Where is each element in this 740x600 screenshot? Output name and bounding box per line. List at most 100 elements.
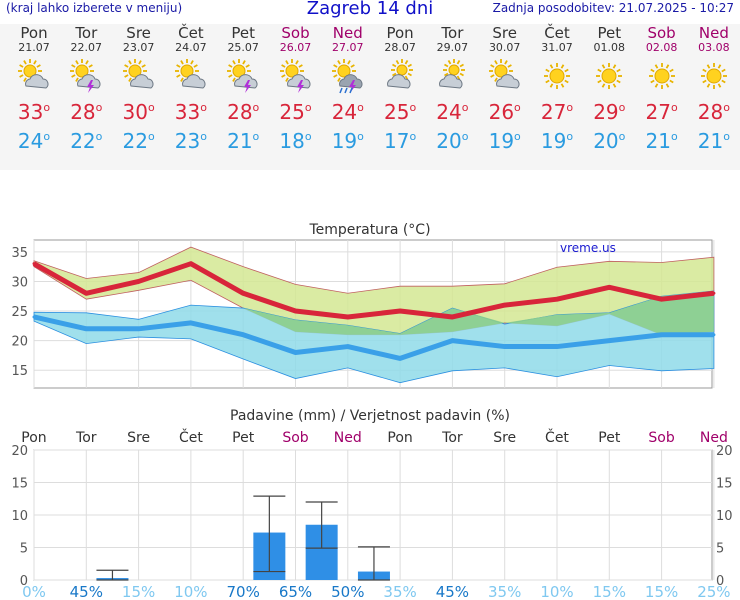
precipitation-y-tick-left: 20 [11,444,28,459]
max-temp-value: 24 [331,100,358,124]
max-temperature-point [189,262,193,266]
precipitation-x-tick: Čet [179,428,203,446]
min-temp-value: 21 [645,129,671,153]
temperature-y-tick: 20 [11,335,28,350]
min-temperature-point [450,339,454,343]
max-temperature-point [607,285,611,289]
max-temp: 25o [279,100,312,124]
max-temp: 33o [174,100,207,124]
last-update: Zadnja posodobitev: 21.07.2025 - 10:27 [492,1,734,15]
max-temperature-point [503,303,507,307]
max-temp: 30o [122,100,155,124]
min-temperature-point [712,333,716,337]
min-temperature-range-band [33,290,715,384]
day-date: 01.08 [593,41,626,54]
max-temp-value: 25 [279,100,305,124]
min-temp-value: 18 [279,129,305,153]
day-column: Pet 25.07 28o 21o [217,24,269,154]
menu-hint[interactable]: (kraj lahko izberete v meniju) [6,1,183,15]
day-column: Tor 22.07 28o 22o [60,24,112,154]
precipitation-x-tick: Sob [648,430,674,446]
precipitation-x-tick: Pon [387,430,412,446]
max-temp-value: 30 [122,100,148,124]
max-temperature-point [660,297,664,301]
day-name: Pon [20,24,48,42]
sun-cloud-icon [488,59,520,89]
precipitation-probability: 0% [22,583,46,600]
day-name: Tor [441,24,464,42]
day-name: Pet [231,24,255,42]
min-temp-value: 19 [331,129,358,153]
precipitation-probability: 10% [174,583,207,600]
precipitation-probability: 45% [70,583,103,600]
min-temp: 21o [227,129,260,153]
cloudy-icon [439,59,466,89]
max-temperature-point [346,315,350,319]
day-name: Sre [492,24,517,42]
max-temp-value: 27 [540,100,567,124]
day-date: 02.08 [645,41,678,54]
max-temp: 28o [70,100,103,124]
max-temp-value: 33 [174,100,201,124]
sun-cloud-storm-icon [227,59,258,93]
forecast-days: Pon 21.07 33o 24o Tor 22.07 28o 22o Sre 23.07 30o 2… [0,24,740,170]
range-overlap-band [34,266,714,335]
min-temperature-point [346,345,350,349]
day-name: Sob [281,24,310,42]
min-temp: 19o [540,129,574,153]
precipitation-x-tick: Tor [75,430,97,446]
max-temp-value: 27 [645,100,671,124]
temperature-y-tick: 25 [11,305,28,320]
max-temp: 27o [540,100,574,124]
precipitation-y-tick-right: 15 [716,477,733,492]
precipitation-probability: 10% [540,583,573,600]
sun-cloud-storm-icon [70,59,101,93]
min-temp: 24o [17,129,51,153]
min-temperature-point [84,327,88,331]
day-date: 26.07 [279,41,312,54]
min-temperature-point [607,339,611,343]
day-column: Čet 24.07 33o 23o [165,24,217,154]
day-name: Čet [544,24,570,42]
max-temperature-point [241,291,245,295]
precipitation-y-tick-left: 0 [20,574,28,589]
min-temp-value: 20 [593,129,619,153]
precipitation-probability: 65% [279,583,312,600]
temperature-chart-title: Temperatura (°C) [308,222,430,238]
precipitation-y-tick-left: 5 [20,542,28,557]
precipitation-probability: 35% [488,583,521,600]
max-temperature-point [137,279,141,283]
min-temperature-point [555,345,559,349]
day-name: Ned [698,24,729,42]
max-temperature-point [555,297,559,301]
day-column: Čet 31.07 27o 19o [531,24,583,154]
min-temperature-line [33,314,714,361]
day-column: Sre 23.07 30o 22o [113,24,165,154]
day-column: Sre 30.07 26o 19o [479,24,531,154]
max-temp-value: 29 [593,100,619,124]
precipitation-y-tick-left: 10 [11,509,28,524]
min-temp-value: 22 [122,129,148,153]
sun-cloud-icon [122,59,154,89]
day-date: 21.07 [18,41,50,54]
day-date: 23.07 [122,41,155,54]
precipitation-x-tick: Sre [493,430,516,446]
min-temp: 20o [436,129,469,153]
max-temp-value: 24 [436,100,462,124]
min-temp-value: 19 [488,129,515,153]
day-column: Sob 26.07 25o 18o [270,24,322,154]
precipitation-x-tick: Pet [232,430,255,446]
min-temp: 17o [384,129,417,153]
day-name: Pon [386,24,414,42]
min-temperature-point [660,333,664,337]
charts-area: 15 20 25 30 35 Temperatura (°C) vreme.us Padavi… [11,222,733,600]
max-temp: 26o [488,100,521,124]
min-temp-value: 19 [540,129,567,153]
day-column: Pet 01.08 29o 20o [583,24,635,154]
max-temperature-point [712,291,716,295]
precipitation-y-tick-right: 10 [716,509,733,524]
max-temp-value: 33 [17,100,44,124]
day-name: Ned [332,24,363,42]
day-column: Pon 28.07 25o 17o [374,24,426,154]
min-temperature-point [32,315,36,319]
